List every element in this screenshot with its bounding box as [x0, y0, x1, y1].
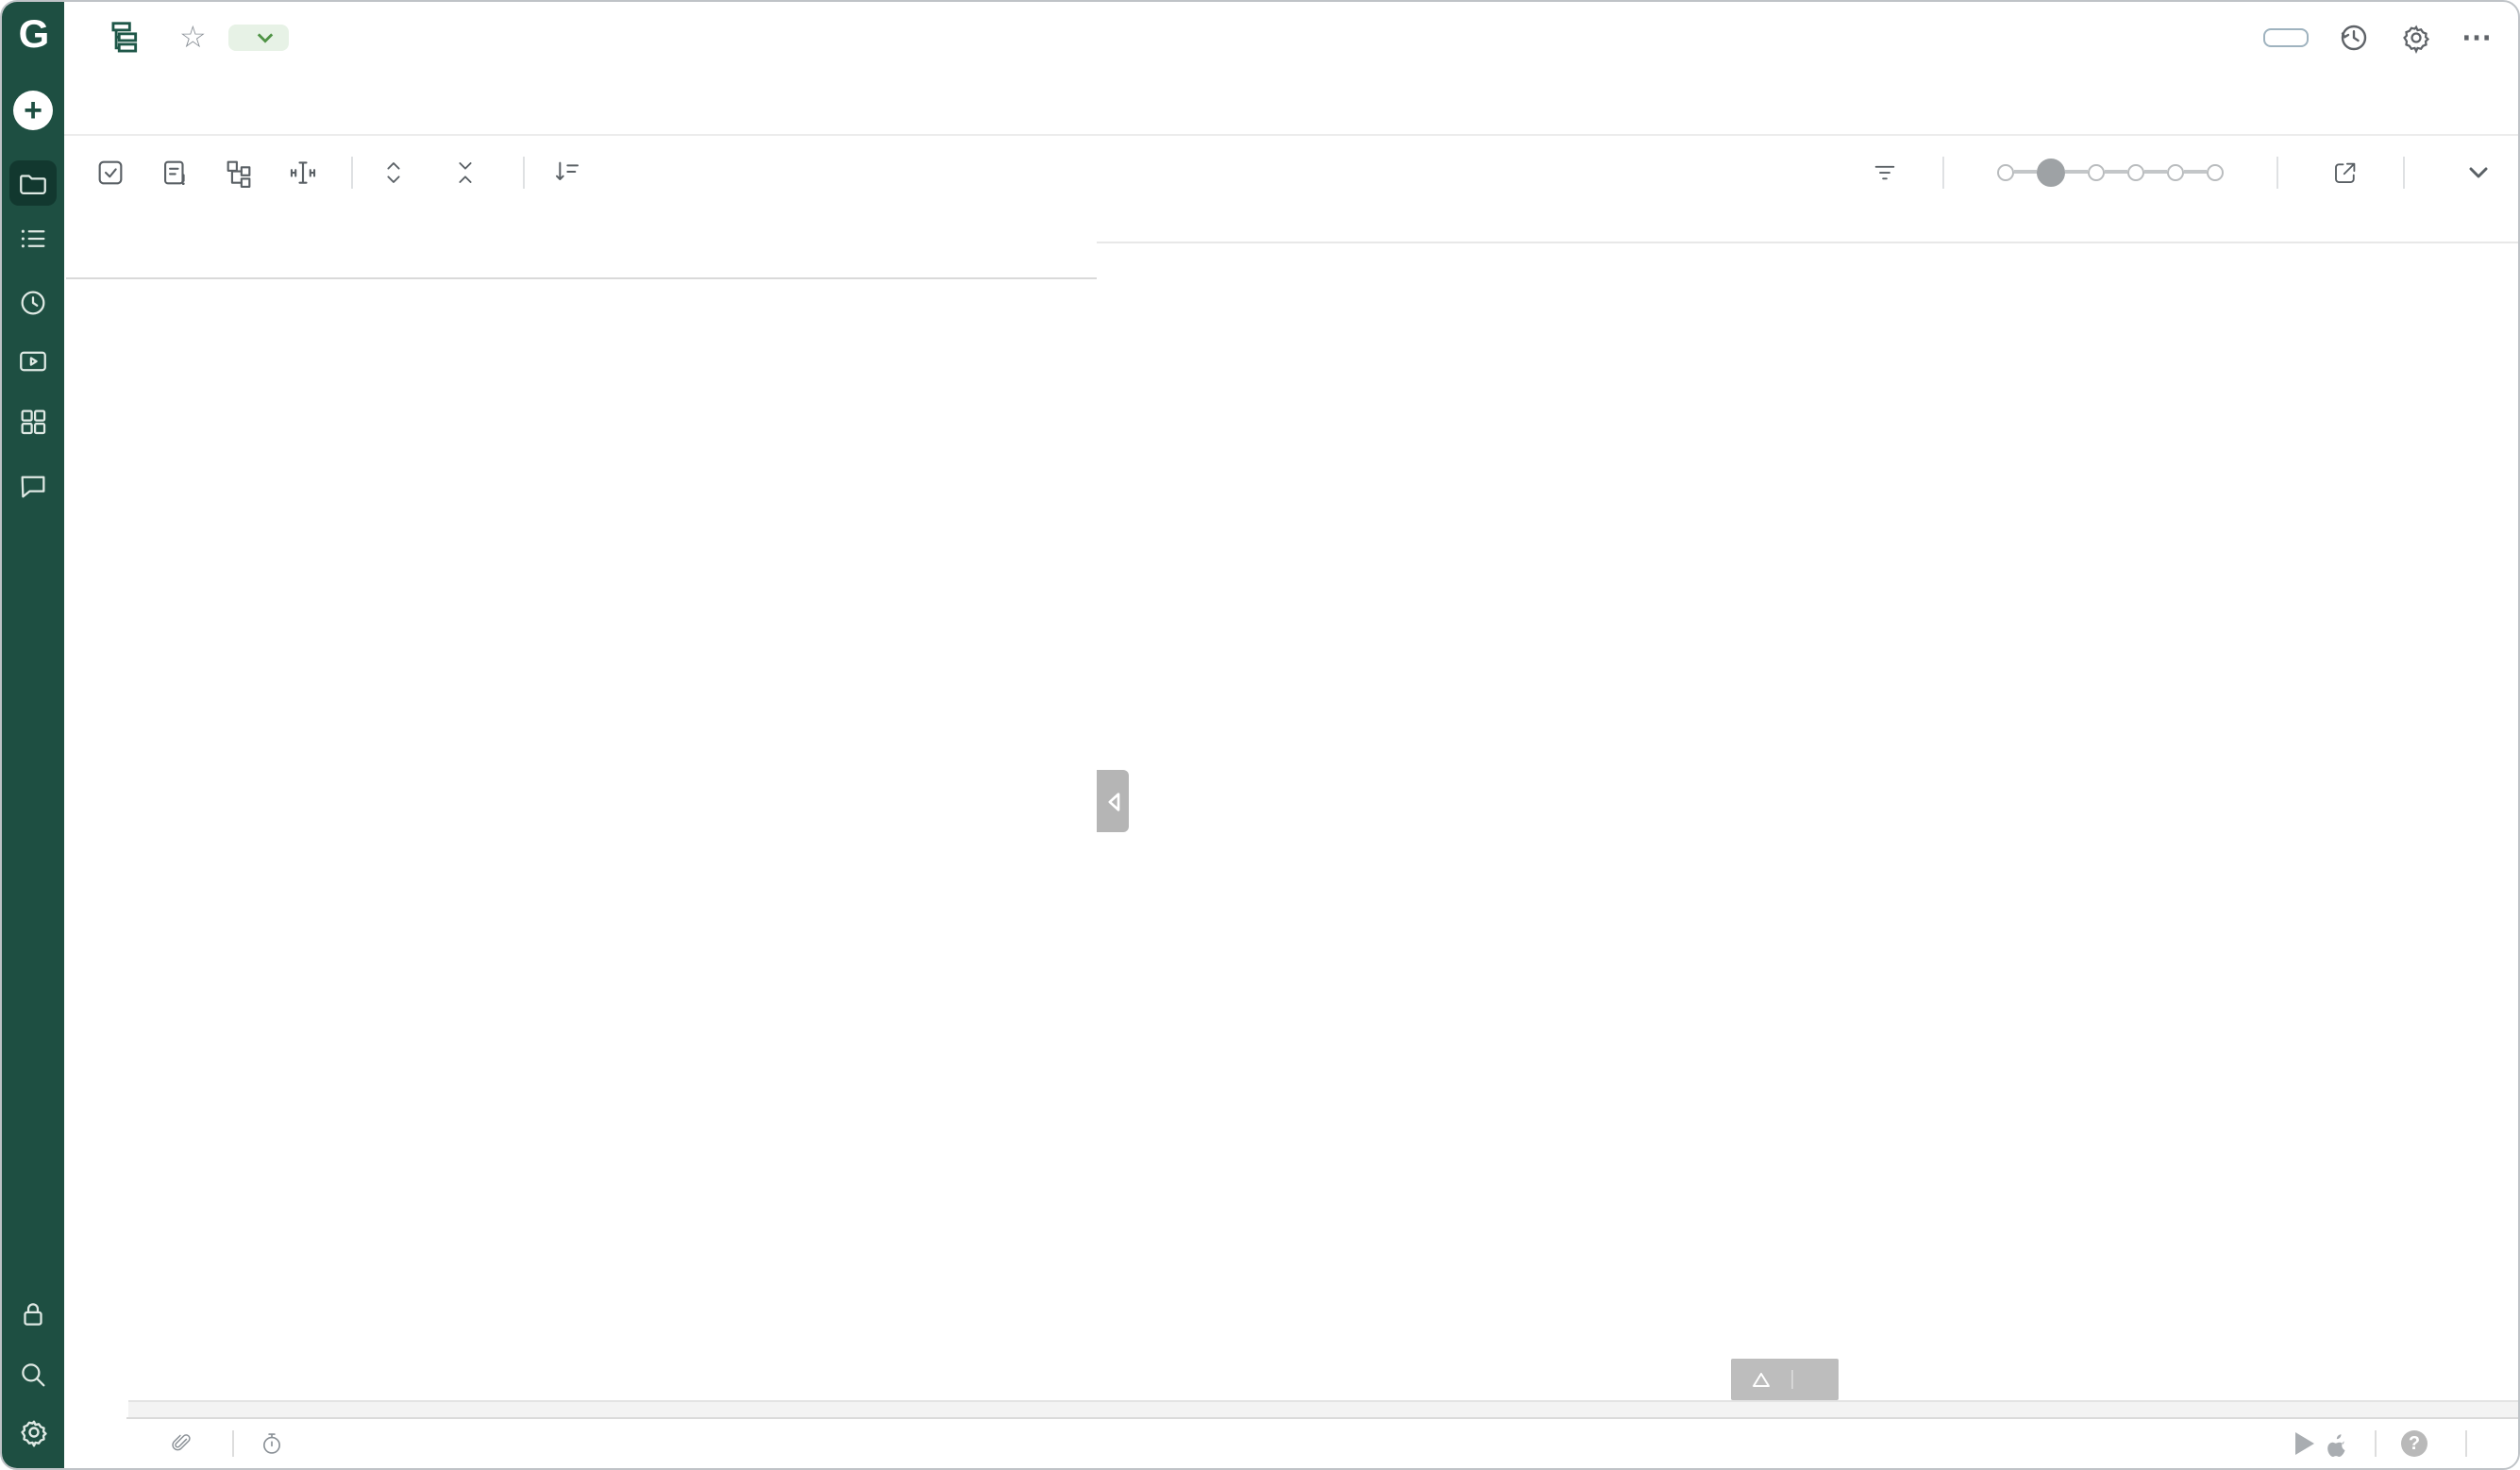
sidebar-item-task-list[interactable] — [2, 219, 64, 257]
sidebar-item-chat[interactable] — [2, 466, 64, 504]
sidebar-item-history[interactable] — [2, 283, 64, 321]
export-button[interactable] — [2331, 158, 2371, 186]
gear-icon — [20, 1420, 46, 1447]
paperclip-icon — [172, 1434, 191, 1451]
text-cursor-icon — [290, 160, 316, 183]
triangle-up-icon — [1731, 1370, 1793, 1389]
app-sidebar: G + — [2, 2, 64, 1468]
overdue-tasks-button[interactable] — [159, 156, 191, 188]
task-table — [66, 208, 1099, 1421]
settings-gear-icon[interactable] — [2399, 20, 2433, 54]
trial-lock-button[interactable] — [2, 1295, 64, 1332]
statusbar-divider — [2375, 1430, 2377, 1457]
cascade-sorting-button[interactable] — [551, 157, 593, 187]
main-area: ☆ ⋯ — [64, 2, 2518, 1468]
timeline-zoom-slider[interactable] — [1997, 158, 2224, 186]
sidebar-item-settings[interactable] — [2, 1413, 64, 1451]
chevron-left-icon — [1107, 792, 1119, 810]
dependency-lines — [1097, 208, 2520, 1421]
chat-bubble-icon — [21, 475, 45, 497]
statusbar-divider — [232, 1430, 234, 1457]
history-icon[interactable] — [2337, 20, 2371, 54]
plus-icon: + — [13, 90, 53, 129]
gantt-toolbar — [64, 136, 2518, 208]
question-icon: ? — [2401, 1430, 2428, 1457]
sidebar-active-highlight — [9, 160, 57, 206]
statusbar-divider — [2465, 1430, 2467, 1457]
view-button[interactable] — [2458, 165, 2488, 178]
clock-icon — [21, 290, 45, 314]
toolbar-divider — [351, 156, 353, 188]
sidebar-item-projects[interactable] — [2, 164, 64, 202]
collapse-all-button[interactable] — [451, 158, 491, 186]
favorite-star-icon[interactable]: ☆ — [179, 22, 207, 54]
sidebar-item-search[interactable] — [2, 1355, 64, 1393]
list-icon — [21, 228, 45, 247]
learning-center-button[interactable]: ? — [2401, 1430, 2441, 1457]
project-titlebar: ☆ ⋯ — [64, 2, 2518, 72]
task-alert-icon — [164, 159, 185, 185]
filter-button[interactable] — [1871, 158, 1910, 186]
apple-icon[interactable] — [2324, 1429, 2350, 1458]
attachments-button[interactable] — [168, 1430, 208, 1457]
google-play-icon[interactable] — [2295, 1432, 2314, 1455]
create-new-button[interactable]: + — [2, 89, 64, 130]
stopwatch-icon — [263, 1433, 280, 1454]
more-menu-icon[interactable]: ⋯ — [2461, 22, 2492, 54]
toolbar-divider — [1942, 156, 1944, 188]
hierarchy-icon — [227, 159, 251, 187]
chevron-down-icon — [258, 32, 274, 42]
filter-icon — [1874, 164, 1895, 179]
project-owner-button[interactable] — [2263, 27, 2309, 46]
timeline-month-row — [1097, 208, 2518, 243]
status-bar: ? — [126, 1417, 2518, 1468]
chevron-down-icon — [2469, 166, 2488, 177]
view-tabs — [64, 72, 2518, 136]
toolbar-divider — [2403, 156, 2405, 188]
expand-all-button[interactable] — [379, 158, 419, 186]
table-collapse-handle[interactable] — [1097, 770, 1129, 832]
grid-icon — [21, 409, 46, 434]
collapse-all-icon — [459, 161, 472, 182]
select-tasks-button[interactable] — [94, 156, 126, 188]
cascade-sort-icon — [556, 161, 579, 180]
sidebar-item-apps[interactable] — [2, 402, 64, 440]
time-tracker-button[interactable] — [259, 1430, 298, 1457]
gantt-chart-area — [1097, 208, 2520, 1421]
export-icon — [2335, 161, 2356, 182]
project-structure-icon — [111, 22, 138, 53]
hierarchy-button[interactable] — [223, 156, 255, 188]
search-icon — [22, 1362, 45, 1386]
rename-cursor-button[interactable] — [287, 156, 319, 188]
workload-toggle-button[interactable] — [1731, 1359, 1839, 1400]
toolbar-divider — [2276, 156, 2278, 188]
zoom-slider-handle[interactable] — [2037, 158, 2065, 186]
table-header — [66, 208, 1097, 279]
checkbox-icon — [98, 159, 123, 184]
project-status-badge[interactable] — [228, 24, 290, 50]
toolbar-divider — [523, 156, 525, 188]
expand-all-icon — [387, 161, 400, 182]
video-icon — [20, 350, 46, 371]
ganttpro-logo[interactable]: G — [18, 13, 50, 57]
sidebar-item-video-tutorials[interactable] — [2, 342, 64, 379]
folder-icon — [20, 174, 46, 194]
lock-icon — [24, 1302, 42, 1325]
